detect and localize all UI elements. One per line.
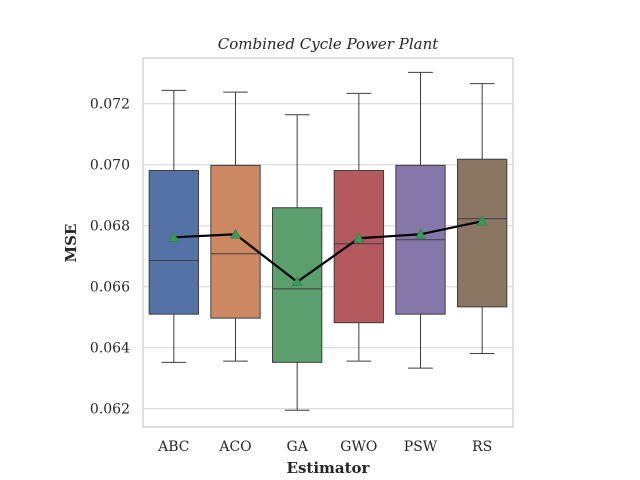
y-axis-title: MSE — [62, 224, 80, 263]
box-aco — [210, 91, 261, 362]
iqr-box — [148, 170, 200, 315]
x-tick-label: GWO — [340, 439, 377, 455]
x-axis-title: Estimator — [287, 459, 371, 477]
y-tick-label: 0.068 — [90, 219, 130, 235]
y-tick-label: 0.062 — [90, 402, 130, 418]
iqr-box — [457, 158, 508, 308]
grid-lines — [143, 103, 513, 410]
x-tick-label: ACO — [218, 439, 251, 455]
chart-title: Combined Cycle Power Plant — [218, 35, 439, 53]
y-tick-label: 0.070 — [90, 158, 130, 174]
plot-frame — [142, 57, 514, 428]
iqr-box — [333, 170, 384, 324]
y-tick-label: 0.064 — [90, 341, 130, 357]
x-tick-label: RS — [472, 439, 492, 455]
mean-line — [173, 220, 483, 284]
box-gwo — [333, 92, 384, 362]
mean-marker — [229, 228, 242, 239]
x-tick-label: GA — [287, 439, 309, 455]
mean-marker — [353, 232, 365, 243]
x-tick-label: ABC — [157, 439, 189, 455]
box-psw — [395, 71, 446, 369]
y-tick-label: 0.072 — [90, 97, 130, 113]
mean-marker — [291, 276, 303, 287]
box-abc — [148, 89, 200, 363]
mean-marker — [476, 215, 488, 226]
x-tick-labels: ABC ACO GA GWO PSW RS — [157, 439, 492, 455]
box-rs — [457, 83, 508, 355]
box-series — [148, 71, 508, 411]
box-ga — [272, 114, 323, 411]
y-tick-labels: 0.062 0.064 0.066 0.068 0.070 0.072 — [90, 97, 130, 418]
x-tick-label: PSW — [404, 439, 438, 455]
mean-marker — [168, 231, 180, 242]
mean-marker — [414, 228, 427, 239]
iqr-box — [210, 164, 261, 319]
y-tick-label: 0.066 — [90, 280, 130, 296]
mean-series — [168, 215, 488, 287]
